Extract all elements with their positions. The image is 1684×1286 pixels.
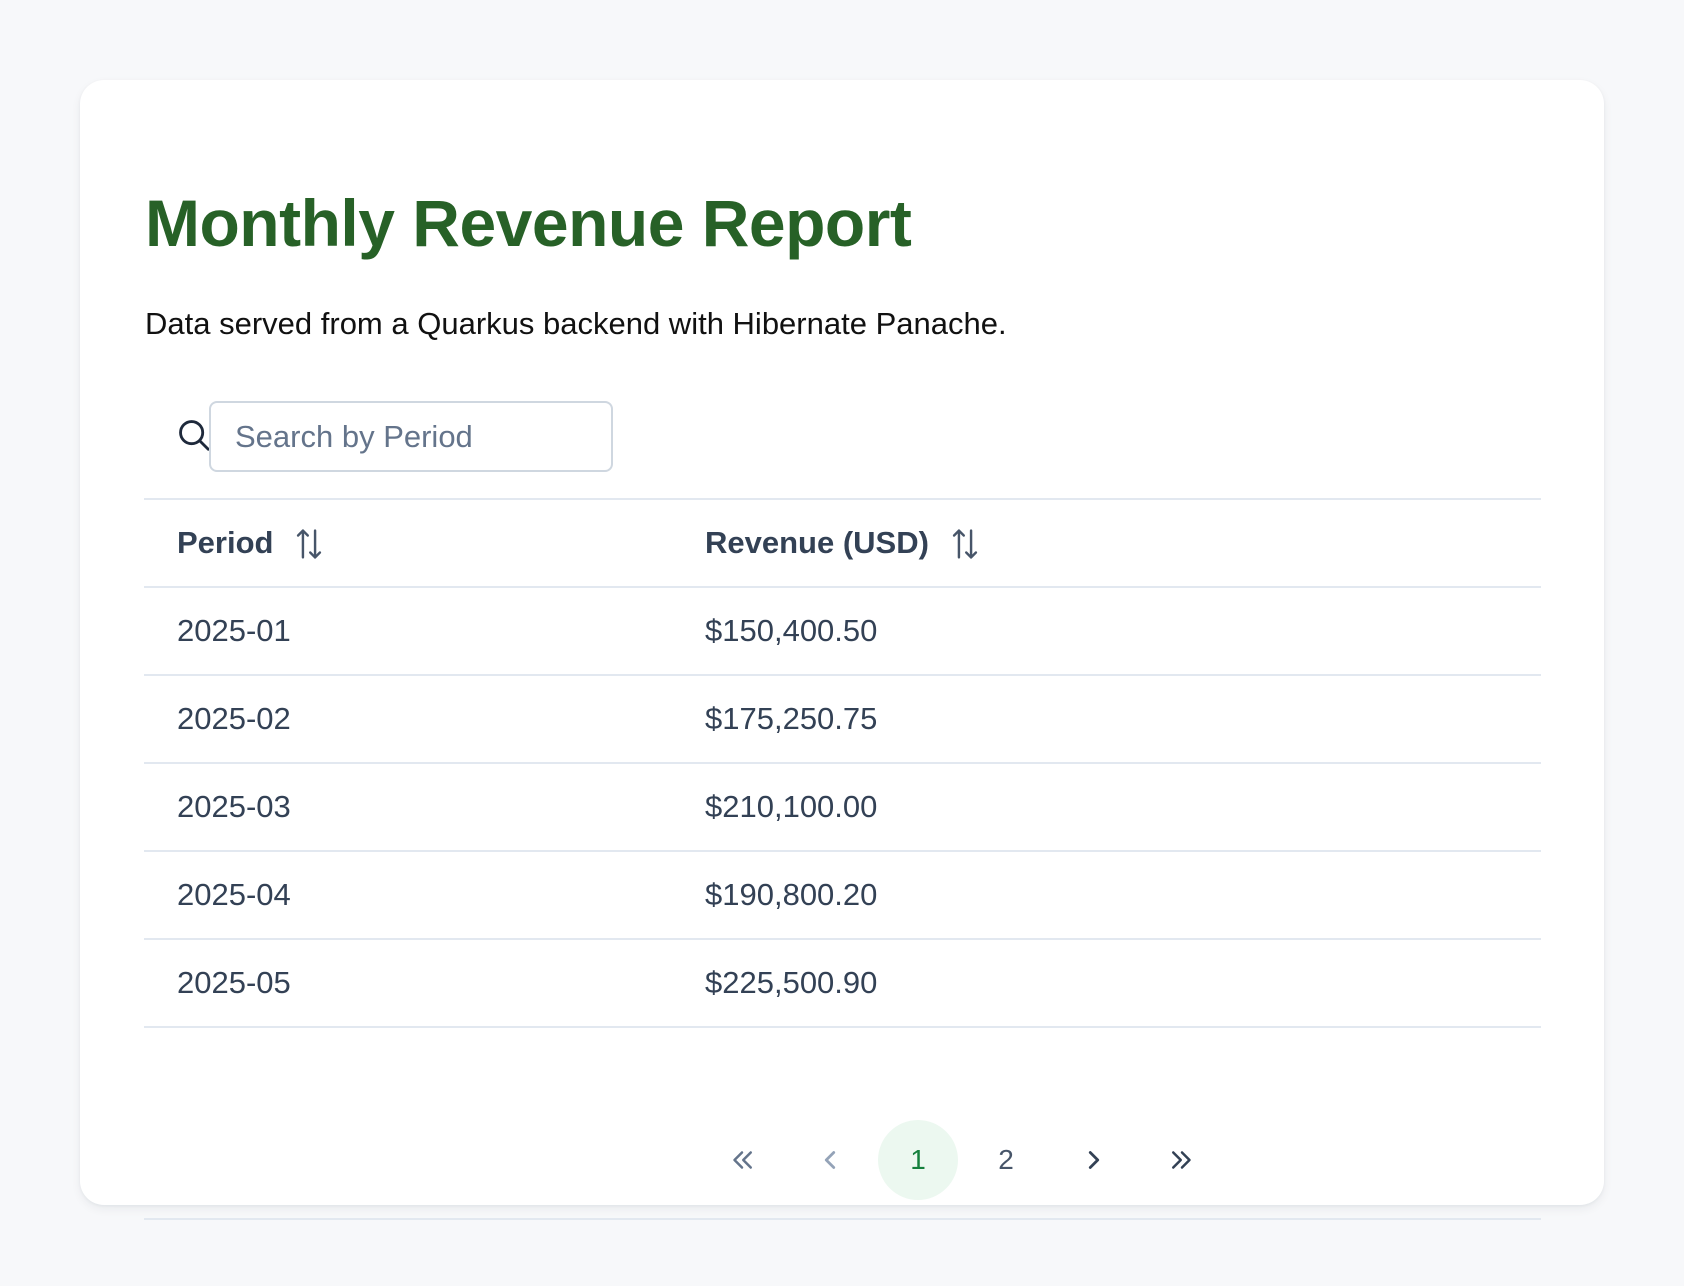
search-icon (179, 420, 210, 451)
column-header-label: Period (177, 524, 274, 560)
sort-icon[interactable] (950, 527, 980, 561)
table-row: 2025-02 $175,250.75 (144, 675, 1541, 764)
next-page-button[interactable] (1054, 1120, 1134, 1200)
page-button-1[interactable]: 1 (878, 1120, 958, 1200)
cell-revenue: $225,500.90 (672, 939, 1541, 1028)
revenue-table: Period Revenue (USD) (144, 498, 1541, 1028)
chevrons-left-icon (733, 1151, 752, 1169)
first-page-button[interactable] (702, 1120, 782, 1200)
cell-revenue: $190,800.20 (672, 851, 1541, 940)
cell-period: 2025-03 (144, 763, 672, 852)
cell-period: 2025-02 (144, 675, 672, 764)
cell-revenue: $175,250.75 (672, 675, 1541, 764)
column-header-label: Revenue (USD) (705, 524, 929, 560)
last-page-button[interactable] (1142, 1120, 1222, 1200)
chevron-left-icon (824, 1151, 836, 1169)
chevron-right-icon (1088, 1151, 1100, 1169)
page-button-2[interactable]: 2 (998, 1144, 1014, 1175)
table-row: 2025-01 $150,400.50 (144, 587, 1541, 676)
report-card: Monthly Revenue Report Data served from … (80, 80, 1604, 1220)
table-row: 2025-03 $210,100.00 (144, 763, 1541, 852)
chevrons-right-icon (1172, 1151, 1191, 1169)
sort-icon[interactable] (294, 527, 324, 561)
cell-period: 2025-01 (144, 587, 672, 676)
cell-revenue: $210,100.00 (672, 763, 1541, 852)
column-header-revenue[interactable]: Revenue (USD) (672, 499, 1541, 588)
search-input[interactable] (209, 401, 613, 472)
page-subtitle: Data served from a Quarkus backend with … (145, 306, 1007, 341)
prev-page-button[interactable] (790, 1120, 870, 1200)
pagination: 1 2 (144, 1106, 1541, 1220)
column-header-period[interactable]: Period (144, 499, 672, 588)
cell-period: 2025-04 (144, 851, 672, 940)
table-row: 2025-04 $190,800.20 (144, 851, 1541, 940)
cell-revenue: $150,400.50 (672, 587, 1541, 676)
cell-period: 2025-05 (144, 939, 672, 1028)
page-title: Monthly Revenue Report (145, 186, 912, 260)
table-row: 2025-05 $225,500.90 (144, 939, 1541, 1028)
table-header-row: Period Revenue (USD) (144, 499, 1541, 588)
